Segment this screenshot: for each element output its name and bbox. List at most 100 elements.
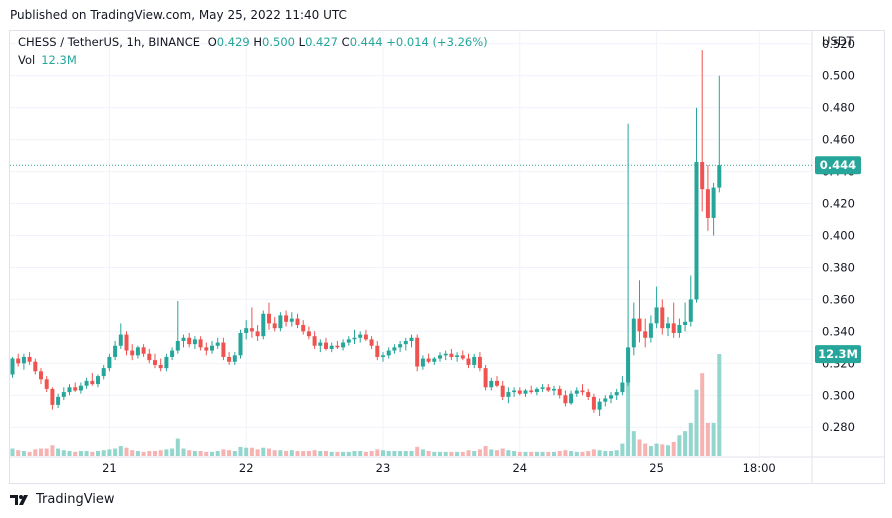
legend-low-value: 0.427 — [305, 35, 338, 49]
last-price-badge — [815, 156, 861, 175]
volume-bar — [386, 451, 391, 456]
volume-bar — [50, 445, 55, 456]
candle-body — [358, 334, 363, 338]
volume-bar — [84, 451, 89, 456]
candle-body — [16, 358, 21, 364]
volume-bar — [683, 431, 688, 456]
candle-body — [175, 340, 180, 351]
volume-bar — [284, 451, 289, 456]
candle-body — [272, 323, 277, 329]
volume-bar — [324, 451, 328, 456]
volume-bar — [700, 373, 705, 456]
volume-bar — [78, 451, 83, 456]
candle-body — [443, 353, 448, 356]
volume-bar — [472, 451, 477, 456]
candle-body — [346, 339, 351, 343]
candle-body — [78, 385, 83, 391]
candle-body — [489, 380, 494, 388]
legend-close-value: 0.444 — [349, 35, 383, 49]
candle-body — [10, 358, 15, 375]
volume-bar — [529, 451, 534, 456]
candle-body — [512, 390, 517, 393]
candle-body — [569, 393, 574, 404]
candle-body — [426, 358, 431, 362]
volume-bar — [175, 438, 180, 456]
candle-body — [483, 368, 488, 388]
volume-bar — [227, 450, 232, 456]
volume-bar — [466, 450, 471, 456]
volume-bar — [552, 451, 556, 456]
candle-body — [118, 334, 123, 346]
candle-body — [626, 347, 631, 383]
candle-body — [153, 360, 157, 365]
tradingview-logo-icon — [10, 494, 28, 505]
volume-bar — [158, 450, 163, 456]
candle-body — [158, 364, 163, 369]
volume-bar — [483, 446, 488, 456]
volume-bar — [426, 451, 431, 456]
volume-bar — [477, 449, 482, 456]
volume-bar — [540, 451, 545, 456]
candle-body — [449, 353, 454, 357]
candle-body — [312, 336, 317, 346]
candle-body — [238, 332, 243, 356]
candle-body — [124, 334, 129, 351]
volume-bar — [272, 450, 277, 456]
candle-body — [67, 387, 72, 393]
volume-bar — [39, 448, 43, 456]
volume-bar — [637, 439, 642, 456]
candle-body — [546, 387, 551, 391]
candle-body — [56, 396, 61, 405]
volume-bar — [278, 450, 283, 456]
volume-bar — [255, 449, 260, 456]
volume-bar — [118, 446, 123, 456]
candle-body — [249, 328, 254, 332]
volume-bar — [96, 451, 100, 456]
volume-bar — [164, 449, 169, 456]
volume-bar — [147, 451, 152, 456]
candle-body — [90, 380, 95, 385]
candle-body — [221, 342, 226, 357]
candle-body — [84, 380, 89, 386]
footer[interactable]: TradingView — [10, 492, 115, 507]
legend-close-label: C — [341, 35, 350, 49]
candle-body — [198, 339, 203, 348]
legend-high-label: H — [253, 35, 263, 49]
volume-bar — [204, 451, 209, 456]
volume-bar — [523, 451, 528, 456]
candle-body — [677, 324, 682, 333]
volume-bar — [500, 448, 505, 456]
volume-bar — [671, 441, 676, 456]
volume-bar — [495, 450, 499, 456]
y-tick-label: 0.300 — [822, 388, 855, 402]
candle-body — [232, 355, 237, 362]
volume-bar — [443, 451, 448, 456]
candle-body — [301, 324, 306, 332]
candle-body — [335, 345, 340, 348]
volume-bar — [660, 444, 665, 456]
candle-body — [135, 347, 140, 356]
candle-body — [50, 388, 55, 405]
volume-bar — [232, 451, 237, 456]
candle-body — [27, 356, 32, 362]
volume-value: 12.3M — [41, 53, 77, 67]
volume-bar — [626, 348, 631, 456]
y-tick-label: 0.480 — [822, 101, 855, 115]
volume-bar — [261, 447, 266, 456]
candle-body — [306, 331, 311, 337]
volume-bar — [597, 450, 602, 456]
x-tick-label: 23 — [376, 461, 391, 475]
candle-body — [472, 356, 477, 365]
legend-high-value: 0.500 — [262, 35, 295, 49]
chart-frame — [9, 30, 885, 484]
candle-body — [289, 318, 294, 322]
volume-bar — [512, 451, 517, 456]
candle-body — [284, 315, 289, 322]
volume-bar — [694, 389, 699, 456]
candle-body — [694, 162, 699, 300]
candle-body — [603, 398, 608, 402]
volume-bar — [455, 451, 460, 456]
candle-body — [352, 337, 357, 340]
volume-bar — [352, 451, 357, 456]
